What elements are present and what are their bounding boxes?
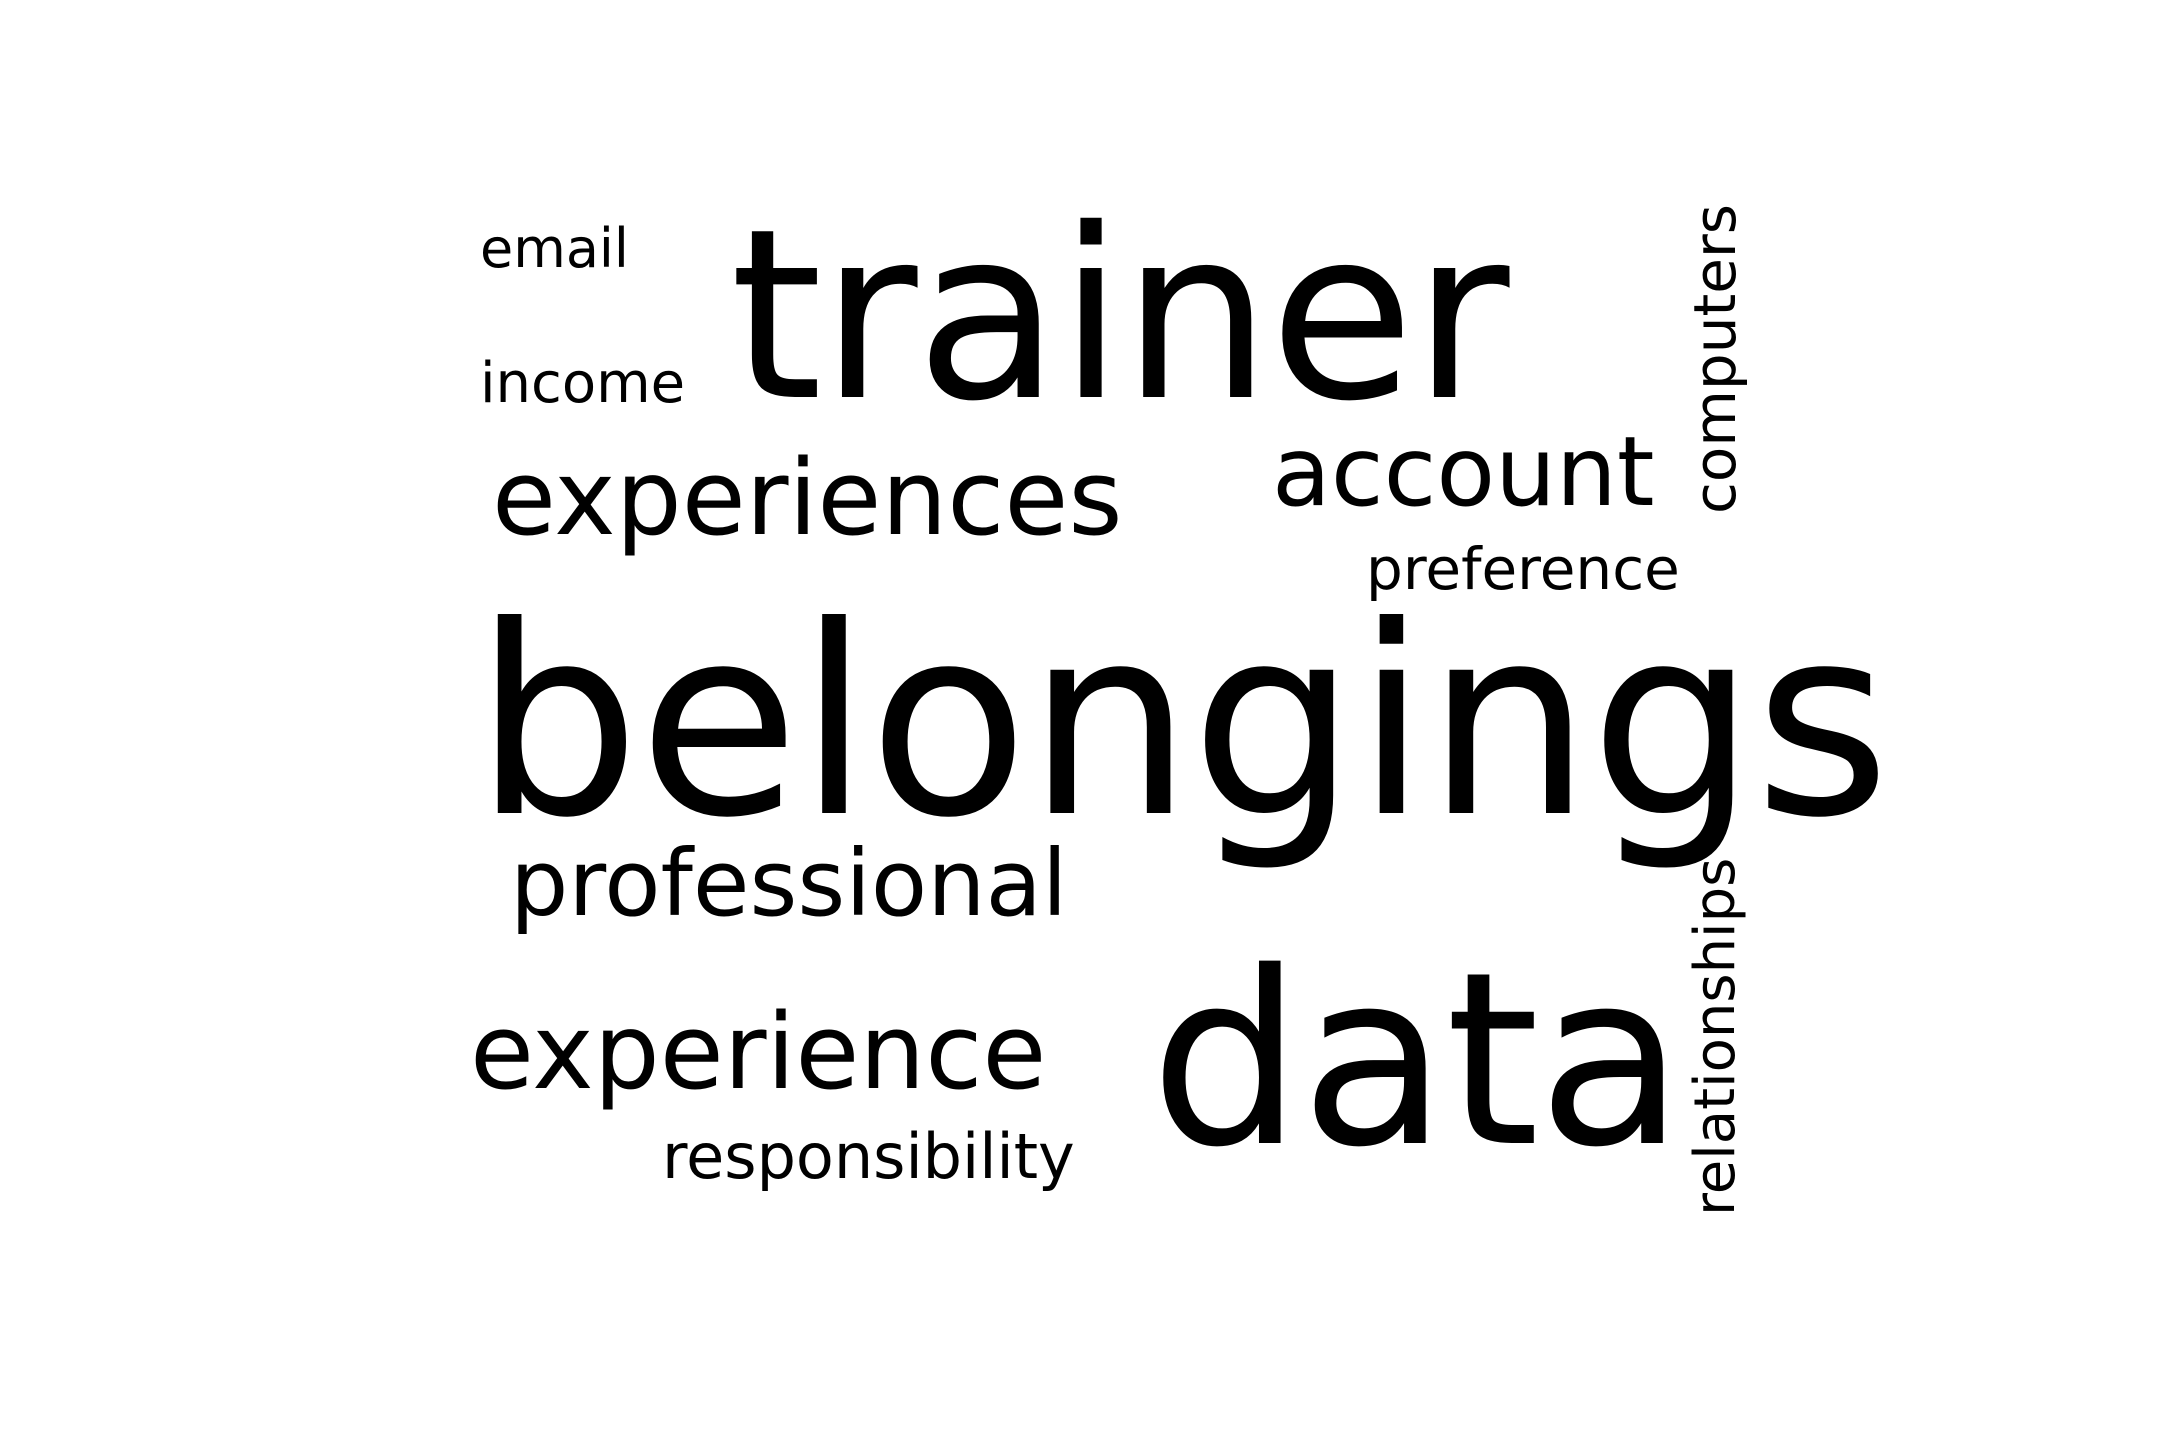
word-income: income xyxy=(480,351,686,416)
word-trainer: trainer xyxy=(730,178,1510,453)
word-email: email xyxy=(480,217,629,280)
word-belongings: belongings xyxy=(474,570,1891,875)
word-relationships: relationships xyxy=(1683,857,1748,1216)
word-experience: experience xyxy=(470,991,1047,1113)
word-professional: professional xyxy=(510,830,1068,937)
word-responsibility: responsibility xyxy=(662,1120,1075,1193)
word-preference: preference xyxy=(1366,535,1680,603)
word-data: data xyxy=(1150,920,1685,1200)
word-computers: computers xyxy=(1681,204,1749,514)
word-experiences: experiences xyxy=(492,437,1123,559)
word-account: account xyxy=(1272,416,1655,528)
